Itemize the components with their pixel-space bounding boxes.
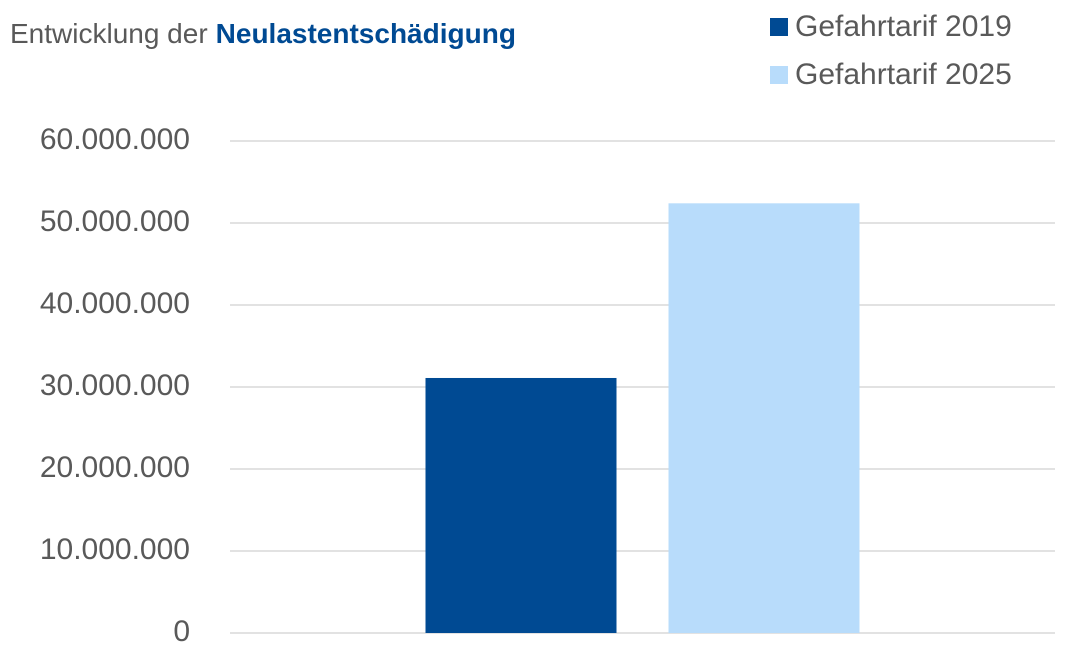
legend-swatch [770, 66, 788, 84]
y-tick-label: 0 [173, 615, 190, 646]
bar [425, 377, 617, 633]
legend-label: Gefahrtarif 2025 [795, 58, 1012, 91]
title-highlight: Neulastentschädigung [216, 18, 516, 49]
legend-swatch [770, 18, 788, 36]
title-prefix: Entwicklung der [10, 18, 208, 49]
y-tick-label: 50.000.000 [40, 205, 190, 238]
y-tick-label: 10.000.000 [40, 533, 190, 566]
y-tick-label: 30.000.000 [40, 369, 190, 402]
chart-title: Entwicklung der Neulastentschädigung [10, 18, 516, 49]
legend-label: Gefahrtarif 2019 [795, 10, 1012, 43]
y-tick-label: 20.000.000 [40, 451, 190, 484]
bar [668, 203, 860, 633]
y-tick-label: 40.000.000 [40, 287, 190, 320]
y-tick-label: 60.000.000 [40, 123, 190, 156]
